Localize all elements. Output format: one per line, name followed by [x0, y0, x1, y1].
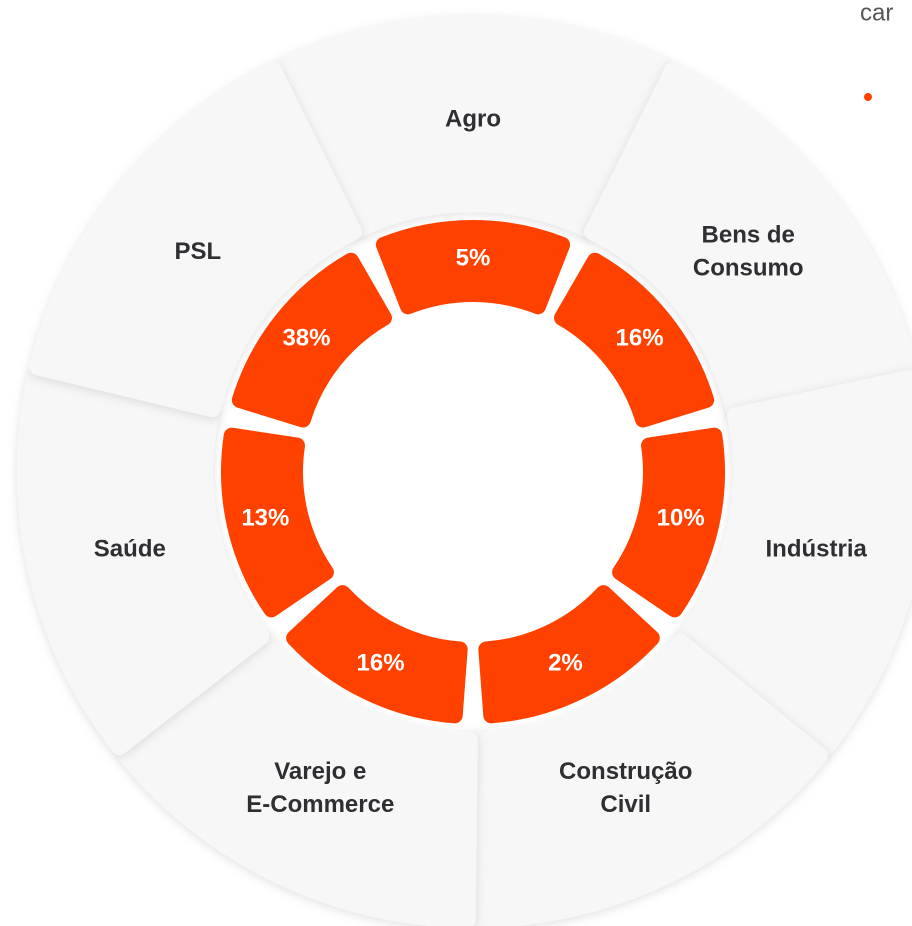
- segment-percent: 38%: [282, 325, 330, 352]
- segment-label: E-Commerce: [246, 791, 394, 818]
- ring-segment: [375, 220, 571, 315]
- ring-segment: [612, 427, 725, 618]
- segment-percent: 5%: [456, 244, 491, 271]
- segment-label: Bens de: [702, 221, 795, 248]
- sector-card: [17, 369, 270, 756]
- segment-label: Varejo e: [274, 758, 366, 785]
- ring-segment: [231, 252, 392, 428]
- segment-label: Civil: [600, 791, 651, 818]
- segment-percent: 13%: [241, 505, 289, 532]
- segment-label: Consumo: [693, 254, 804, 281]
- ring-segment: [554, 252, 715, 428]
- sector-card: [584, 62, 912, 418]
- header-fragment: car: [860, 0, 893, 26]
- segment-label: PSL: [174, 238, 221, 265]
- segment-label: Saúde: [94, 536, 166, 563]
- sector-card: [275, 16, 671, 238]
- ring-segment: [286, 585, 468, 724]
- ring-segment: [221, 427, 334, 618]
- segment-label: Agro: [445, 105, 501, 132]
- ring-segment: [478, 585, 660, 724]
- sector-card: [118, 633, 478, 926]
- sector-card: [29, 62, 362, 418]
- segment-label: Construção: [559, 758, 692, 785]
- sector-card: [676, 369, 912, 756]
- segment-percent: 16%: [616, 325, 664, 352]
- segment-label: Indústria: [766, 536, 868, 563]
- segment-percent: 16%: [357, 649, 405, 676]
- segment-percent: 10%: [657, 505, 705, 532]
- bullet-dot: [864, 93, 872, 101]
- sector-card: [468, 633, 828, 926]
- segment-percent: 2%: [548, 649, 583, 676]
